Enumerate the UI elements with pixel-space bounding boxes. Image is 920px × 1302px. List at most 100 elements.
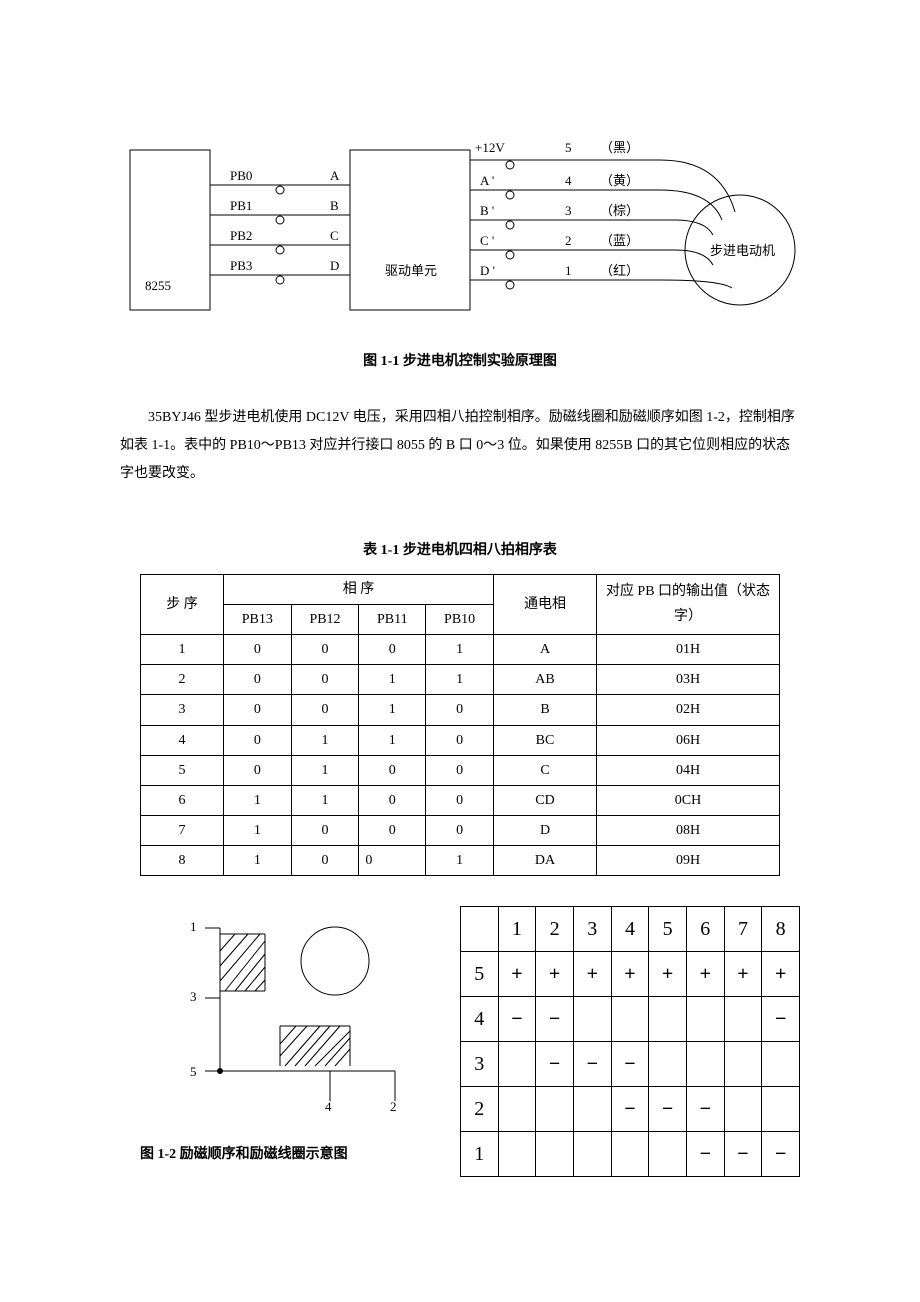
seq-cell: − (536, 1042, 574, 1087)
d-label: D (330, 258, 339, 273)
seq-cell (573, 1132, 611, 1177)
table-cell: 4 (141, 725, 224, 755)
seq-cell: − (762, 1132, 800, 1177)
seq-header-cell: 3 (573, 907, 611, 952)
seq-row-label: 2 (461, 1087, 499, 1132)
table-cell: 0 (359, 816, 426, 846)
seq-cell: + (573, 952, 611, 997)
seq-cell (611, 997, 649, 1042)
seq-header-cell: 2 (536, 907, 574, 952)
seq-cell: + (686, 952, 724, 997)
seq-header-cell (461, 907, 499, 952)
seq-cell (686, 997, 724, 1042)
figure-1-2-caption: 图 1-2 励磁顺序和励磁线圈示意图 (140, 1142, 440, 1167)
table-cell: 8 (141, 846, 224, 876)
a-label: A (330, 168, 340, 183)
table-cell: 1 (426, 846, 494, 876)
table-cell: 1 (426, 634, 494, 664)
table-cell: 0 (359, 634, 426, 664)
dprime: D ' (480, 263, 495, 278)
pb1-label: PB1 (230, 198, 252, 213)
table-cell: 0 (426, 816, 494, 846)
plus12v-label: +12V (475, 140, 505, 155)
seq-header-cell: 8 (762, 907, 800, 952)
phase-sequence-table: 步 序 相 序 通电相 对应 PB 口的输出值（状态字） PB13 PB12 P… (140, 574, 780, 877)
table-cell: AB (494, 665, 597, 695)
color-brown: （棕） (600, 203, 639, 218)
table-cell: 0CH (597, 785, 780, 815)
seq-cell (573, 997, 611, 1042)
num5: 5 (565, 140, 572, 155)
seq-cell: − (498, 997, 536, 1042)
seq-cell: − (573, 1042, 611, 1087)
table-cell: 1 (224, 785, 292, 815)
diagram-1-svg: 8255 PB0 PB1 PB2 PB3 A B C D 驱动单元 (120, 130, 800, 330)
table-cell: C (494, 755, 597, 785)
table-cell: 0 (291, 665, 359, 695)
seq-cell (573, 1087, 611, 1132)
label-8255: 8255 (145, 278, 171, 293)
table-cell: BC (494, 725, 597, 755)
seq-cell (762, 1042, 800, 1087)
table-cell: 0 (224, 665, 292, 695)
num1: 1 (565, 263, 572, 278)
seq-row-label: 4 (461, 997, 499, 1042)
seq-row-label: 5 (461, 952, 499, 997)
cprime: C ' (480, 233, 494, 248)
seq-cell (724, 997, 762, 1042)
table-cell: 1 (224, 846, 292, 876)
table-cell: 08H (597, 816, 780, 846)
coil-1 (220, 934, 265, 991)
table-cell: 1 (224, 816, 292, 846)
b-label: B (330, 198, 339, 213)
table-row: 71000D08H (141, 816, 780, 846)
table-cell: 0 (291, 634, 359, 664)
table-row: 10001A01H (141, 634, 780, 664)
seq-cell (611, 1132, 649, 1177)
seq-row: 1−−− (461, 1132, 800, 1177)
seq-cell: − (686, 1132, 724, 1177)
seq-row: 4−−− (461, 997, 800, 1042)
seq-cell (536, 1087, 574, 1132)
table-cell: 02H (597, 695, 780, 725)
seq-header-cell: 1 (498, 907, 536, 952)
seq-row-label: 1 (461, 1132, 499, 1177)
seq-header-cell: 4 (611, 907, 649, 952)
table-cell: 04H (597, 755, 780, 785)
body-paragraph: 35BYJ46 型步进电机使用 DC12V 电压，采用四相八拍控制相序。励磁线圈… (120, 404, 800, 488)
seq-header-cell: 5 (649, 907, 687, 952)
table-cell: 1 (141, 634, 224, 664)
seq-cell: + (536, 952, 574, 997)
table-cell: 3 (141, 695, 224, 725)
pb3-label: PB3 (230, 258, 252, 273)
table-cell: 03H (597, 665, 780, 695)
seq-cell (724, 1042, 762, 1087)
bprime: B ' (480, 203, 494, 218)
seq-row: 5++++++++ (461, 952, 800, 997)
pb2-label: PB2 (230, 228, 252, 243)
table-1-1-title: 表 1-1 步进电机四相八拍相序表 (120, 538, 800, 563)
col-pb13: PB13 (224, 604, 292, 634)
table-cell: B (494, 695, 597, 725)
table-row: 30010B02H (141, 695, 780, 725)
seq-cell (724, 1087, 762, 1132)
table-cell: D (494, 816, 597, 846)
seq-cell: + (724, 952, 762, 997)
diagram-1-1: 8255 PB0 PB1 PB2 PB3 A B C D 驱动单元 (120, 130, 800, 339)
pin4: 4 (325, 1099, 332, 1114)
coil-2 (280, 1026, 350, 1066)
seq-cell (649, 1042, 687, 1087)
seq-cell: + (649, 952, 687, 997)
table-cell: 06H (597, 725, 780, 755)
col-step: 步 序 (141, 574, 224, 634)
figure-1-1-caption: 图 1-1 步进电机控制实验原理图 (120, 349, 800, 374)
seq-cell (649, 1132, 687, 1177)
color-blue: （蓝） (600, 233, 639, 248)
col-pb10: PB10 (426, 604, 494, 634)
table-cell: 1 (291, 755, 359, 785)
table-cell: 0 (426, 725, 494, 755)
table-cell: 0 (291, 695, 359, 725)
table-cell: 1 (291, 785, 359, 815)
coil-diagram-svg: 1 3 5 4 2 (120, 906, 420, 1126)
table-row: 20011AB03H (141, 665, 780, 695)
